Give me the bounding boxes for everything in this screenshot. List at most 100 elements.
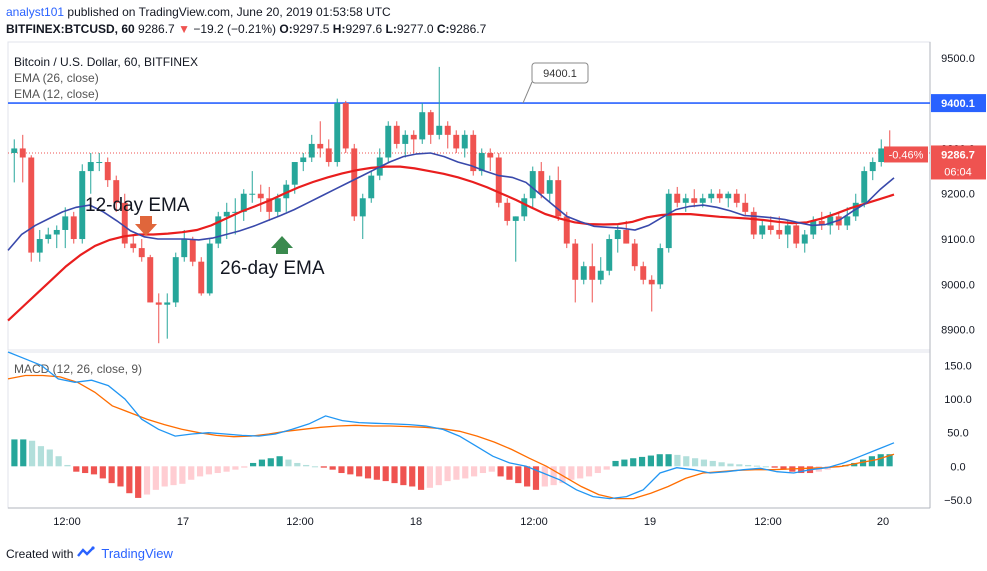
candle [750, 211, 757, 235]
macd-histogram-bar [179, 466, 186, 484]
candle [402, 134, 409, 144]
macd-histogram-bar [126, 466, 133, 494]
macd-histogram-bar [656, 454, 663, 467]
macd-histogram-bar [577, 466, 584, 479]
candle [393, 125, 400, 144]
candle [130, 243, 137, 249]
candle [113, 180, 120, 203]
candle [359, 198, 366, 217]
macd-histogram-bar [665, 454, 672, 467]
candle [249, 193, 256, 195]
macd-histogram-bar [329, 466, 336, 470]
candle [512, 216, 519, 221]
macd-histogram-bar [82, 466, 89, 474]
macd-histogram-bar [745, 464, 752, 467]
macd-histogram-bar [161, 466, 168, 487]
candle [682, 198, 689, 203]
candle [79, 171, 86, 240]
candle [223, 211, 230, 217]
macd-histogram-bar [585, 466, 593, 477]
candle [215, 216, 222, 244]
candle [487, 152, 494, 158]
macd-histogram-bar [497, 466, 504, 477]
macd-histogram-bar [780, 466, 787, 470]
candle [155, 302, 162, 305]
time-tick-label: 12:00 [53, 516, 81, 528]
candle [104, 162, 111, 181]
price-change: −19.2 (−0.21%) [193, 22, 277, 36]
macd-histogram-bar [603, 466, 610, 470]
published-text: published on TradingView.com, June 20, 2… [67, 5, 391, 19]
candle [181, 239, 188, 258]
macd-histogram-bar [471, 466, 478, 477]
candle [589, 266, 596, 280]
candle [70, 216, 77, 240]
macd-histogram-bar [674, 454, 681, 467]
macd-tick-label: 0.0 [950, 461, 965, 473]
ema12-annotation: 12-day EMA [85, 195, 190, 216]
macd-histogram-bar [241, 466, 248, 468]
candle [385, 125, 392, 158]
macd-histogram-bar [753, 465, 761, 467]
candle [733, 193, 740, 203]
macd-histogram-bar [90, 466, 98, 475]
macd-histogram-bar [20, 439, 27, 467]
macd-histogram-bar [364, 466, 372, 479]
candle [36, 239, 43, 253]
down-arrow-icon [135, 216, 157, 236]
macd-histogram-bar [37, 446, 45, 467]
pct-change-text: -0.46% [889, 149, 924, 161]
candle [606, 239, 613, 271]
created-text: Created with [6, 546, 74, 561]
macd-histogram-bar [886, 454, 893, 467]
candle [869, 162, 876, 172]
symbol-name: BITFINEX:BTCUSD, 60 [6, 22, 135, 36]
username-link[interactable]: analyst101 [6, 5, 65, 19]
chart-svg[interactable]: 9400.1 12-day EMA 26-day EMA Bitcoin / U.S.… [0, 0, 987, 545]
macd-histogram-bar [479, 466, 487, 474]
candle [342, 103, 349, 149]
candle [597, 270, 604, 280]
ema26-line [7, 165, 895, 322]
candle [648, 279, 655, 285]
tradingview-brand[interactable]: TradingView [101, 546, 173, 561]
candle [427, 112, 434, 135]
candle [538, 171, 545, 194]
candle [147, 257, 154, 303]
macd-histogram-bar [108, 466, 115, 484]
candle [444, 125, 451, 135]
ohlc-low: L:9277.0 [385, 22, 434, 36]
macd-histogram-bar [568, 466, 575, 480]
line-callout-text: 9400.1 [543, 68, 577, 80]
macd-histogram-bar [736, 464, 743, 467]
candle [572, 243, 579, 280]
macd-histogram-bar [798, 466, 805, 474]
time-tick-label: 19 [644, 516, 656, 528]
candle [657, 248, 664, 285]
macd-histogram-bar [488, 466, 495, 472]
macd-histogram-bar [426, 466, 433, 488]
footer: Created with TradingView [6, 546, 173, 561]
macd-histogram-bar [294, 462, 301, 467]
time-tick-label: 12:00 [286, 516, 314, 528]
macd-histogram-bar [700, 459, 708, 467]
callout-leader [522, 81, 533, 104]
candle [453, 134, 460, 149]
macd-histogram-bar [859, 459, 867, 467]
candle [121, 202, 128, 244]
candle [827, 216, 834, 226]
candle [53, 229, 60, 235]
candle [793, 225, 800, 244]
candle [844, 216, 851, 226]
macd-histogram-bar [64, 464, 71, 467]
macd-histogram-bar [11, 439, 18, 467]
macd-histogram-bar [188, 466, 195, 480]
candle [818, 220, 825, 226]
macd-histogram-bar [55, 456, 62, 467]
candle [691, 198, 698, 203]
macd-histogram-bar [621, 459, 628, 467]
candle [283, 184, 290, 199]
macd-histogram-bar [258, 459, 266, 467]
legend-title: Bitcoin / U.S. Dollar, 60, BITFINEX [14, 55, 198, 69]
symbol-line: BITFINEX:BTCUSD, 60 9286.7 ▼ −19.2 (−0.2… [6, 22, 486, 36]
